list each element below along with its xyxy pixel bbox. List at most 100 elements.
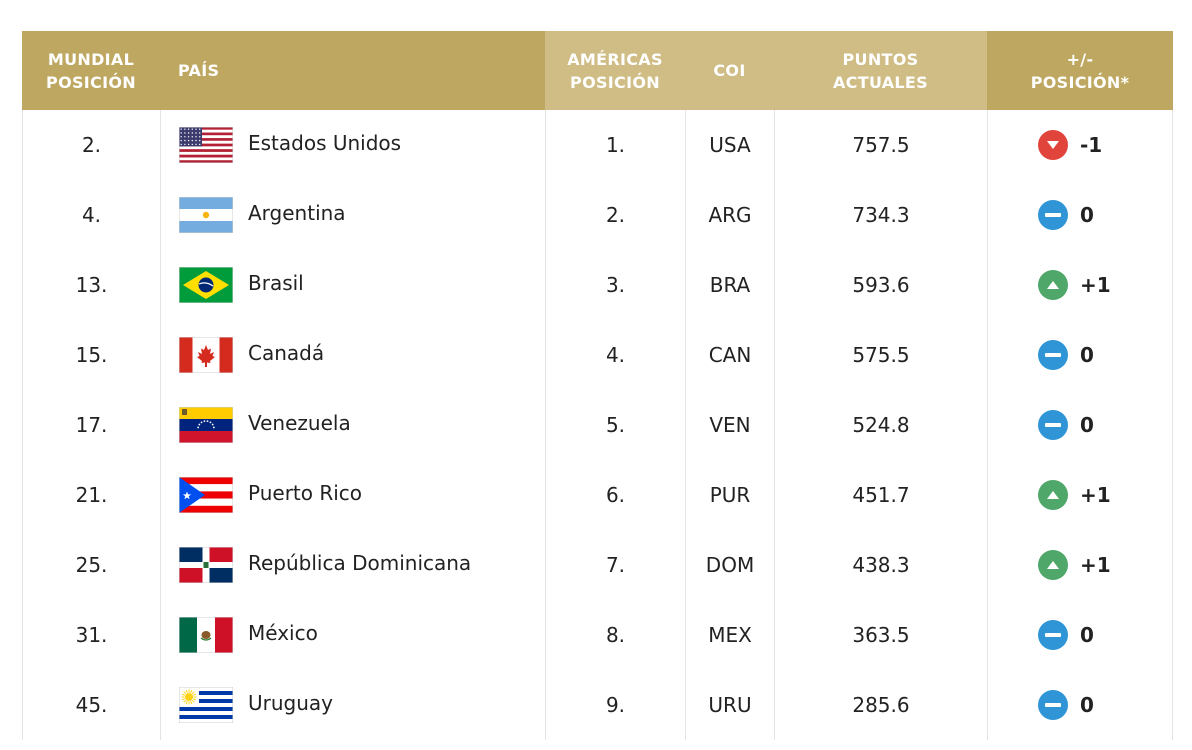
header-coi: COI	[685, 31, 774, 110]
cell-coi: CAN	[685, 320, 774, 390]
country-name: Brasil	[248, 271, 304, 295]
position-change-value: 0	[1080, 413, 1094, 437]
arrow-down-icon	[1038, 130, 1068, 160]
cell-cambio-posicion: -1	[987, 110, 1173, 180]
cell-mundial-posicion: 31.	[22, 600, 160, 670]
cell-pais: Estados Unidos	[160, 110, 545, 180]
cell-coi: MEX	[685, 600, 774, 670]
cell-cambio-posicion: 0	[987, 670, 1173, 740]
table-row: 21. Puerto Rico 6. PUR 451.7 +1	[22, 460, 1173, 530]
cell-coi: VEN	[685, 390, 774, 460]
country-name: Venezuela	[248, 411, 351, 435]
country-name: Canadá	[248, 341, 325, 365]
rankings-table: MUNDIAL POSICIÓN PAÍS AMÉRICAS POSICIÓN …	[22, 31, 1173, 740]
uruguay-flag-icon	[179, 687, 233, 723]
position-change-value: -1	[1080, 133, 1103, 157]
header-cambio-posicion: +/- POSICIÓN*	[987, 31, 1173, 110]
country-name: Argentina	[248, 201, 346, 225]
cell-americas-posicion: 4.	[545, 320, 685, 390]
arrow-up-icon	[1038, 270, 1068, 300]
table-body: 2. Estados Unidos 1. USA 757.5 -1 4. Argentina 2…	[22, 110, 1173, 740]
cell-pais: Uruguay	[160, 670, 545, 740]
table-row: 31. México 8. MEX 363.5 0	[22, 600, 1173, 670]
cell-coi: DOM	[685, 530, 774, 600]
cell-pais: Canadá	[160, 320, 545, 390]
country-name: Puerto Rico	[248, 481, 363, 505]
cell-pais: México	[160, 600, 545, 670]
position-change-value: +1	[1080, 483, 1111, 507]
venezuela-flag-icon	[179, 407, 233, 443]
cell-puntos-actuales: 575.5	[774, 320, 987, 390]
cell-mundial-posicion: 17.	[22, 390, 160, 460]
table-row: 25. República Dominicana 7. DOM 438.3 +1	[22, 530, 1173, 600]
minus-icon	[1038, 200, 1068, 230]
table-row: 15. Canadá 4. CAN 575.5 0	[22, 320, 1173, 390]
cell-cambio-posicion: 0	[987, 320, 1173, 390]
cell-cambio-posicion: 0	[987, 180, 1173, 250]
mexico-flag-icon	[179, 617, 233, 653]
table-header: MUNDIAL POSICIÓN PAÍS AMÉRICAS POSICIÓN …	[22, 31, 1173, 110]
cell-puntos-actuales: 285.6	[774, 670, 987, 740]
cell-puntos-actuales: 363.5	[774, 600, 987, 670]
country-name: Uruguay	[248, 691, 333, 715]
cell-mundial-posicion: 25.	[22, 530, 160, 600]
cell-americas-posicion: 7.	[545, 530, 685, 600]
cell-americas-posicion: 3.	[545, 250, 685, 320]
dominican-republic-flag-icon	[179, 547, 233, 583]
cell-coi: PUR	[685, 460, 774, 530]
cell-cambio-posicion: +1	[987, 530, 1173, 600]
brazil-flag-icon	[179, 267, 233, 303]
cell-cambio-posicion: +1	[987, 460, 1173, 530]
header-americas-posicion: AMÉRICAS POSICIÓN	[545, 31, 685, 110]
cell-coi: ARG	[685, 180, 774, 250]
cell-mundial-posicion: 15.	[22, 320, 160, 390]
header-puntos-actuales: PUNTOS ACTUALES	[774, 31, 987, 110]
cell-americas-posicion: 5.	[545, 390, 685, 460]
position-change-value: 0	[1080, 623, 1094, 647]
cell-mundial-posicion: 45.	[22, 670, 160, 740]
cell-pais: Argentina	[160, 180, 545, 250]
table-row: 45. Uruguay 9. URU 285.6 0	[22, 670, 1173, 740]
position-change-value: +1	[1080, 273, 1111, 297]
country-name: República Dominicana	[248, 551, 472, 575]
cell-puntos-actuales: 757.5	[774, 110, 987, 180]
table-row: 13. Brasil 3. BRA 593.6 +1	[22, 250, 1173, 320]
cell-pais: Brasil	[160, 250, 545, 320]
cell-mundial-posicion: 4.	[22, 180, 160, 250]
minus-icon	[1038, 690, 1068, 720]
cell-americas-posicion: 6.	[545, 460, 685, 530]
cell-puntos-actuales: 593.6	[774, 250, 987, 320]
position-change-value: +1	[1080, 553, 1111, 577]
canada-flag-icon	[179, 337, 233, 373]
arrow-up-icon	[1038, 480, 1068, 510]
position-change-value: 0	[1080, 693, 1094, 717]
arrow-up-icon	[1038, 550, 1068, 580]
minus-icon	[1038, 340, 1068, 370]
cell-mundial-posicion: 21.	[22, 460, 160, 530]
table-row: 2. Estados Unidos 1. USA 757.5 -1	[22, 110, 1173, 180]
cell-americas-posicion: 8.	[545, 600, 685, 670]
cell-americas-posicion: 1.	[545, 110, 685, 180]
cell-americas-posicion: 9.	[545, 670, 685, 740]
cell-mundial-posicion: 2.	[22, 110, 160, 180]
cell-puntos-actuales: 524.8	[774, 390, 987, 460]
table-row: 4. Argentina 2. ARG 734.3 0	[22, 180, 1173, 250]
cell-cambio-posicion: 0	[987, 390, 1173, 460]
cell-mundial-posicion: 13.	[22, 250, 160, 320]
cell-pais: República Dominicana	[160, 530, 545, 600]
cell-pais: Venezuela	[160, 390, 545, 460]
cell-coi: USA	[685, 110, 774, 180]
header-mundial-posicion: MUNDIAL POSICIÓN	[22, 31, 160, 110]
table-row: 17. Venezuela 5. VEN 524.8 0	[22, 390, 1173, 460]
cell-puntos-actuales: 734.3	[774, 180, 987, 250]
position-change-value: 0	[1080, 203, 1094, 227]
cell-puntos-actuales: 451.7	[774, 460, 987, 530]
argentina-flag-icon	[179, 197, 233, 233]
cell-coi: URU	[685, 670, 774, 740]
cell-americas-posicion: 2.	[545, 180, 685, 250]
cell-pais: Puerto Rico	[160, 460, 545, 530]
header-pais: PAÍS	[160, 31, 545, 110]
cell-coi: BRA	[685, 250, 774, 320]
minus-icon	[1038, 410, 1068, 440]
cell-cambio-posicion: 0	[987, 600, 1173, 670]
